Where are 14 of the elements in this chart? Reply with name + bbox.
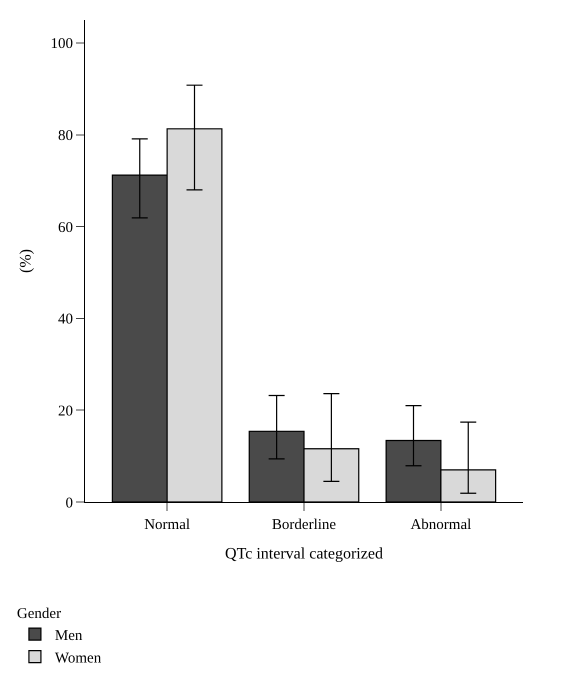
x-tick-label: Borderline [272, 517, 336, 533]
x-tick-label: Normal [144, 517, 190, 533]
y-axis-title: (%) [17, 249, 34, 273]
legend-label: Men [54, 628, 83, 644]
y-tick-label: 100 [50, 36, 73, 52]
x-tick-label: Abnormal [410, 517, 472, 533]
y-tick-label: 40 [58, 312, 73, 328]
y-tick-label: 20 [58, 403, 73, 420]
legend-label: Women [54, 650, 102, 666]
y-tick-label: 0 [66, 495, 73, 512]
y-tick-label: 60 [58, 220, 73, 236]
legend-title: Gender [16, 606, 62, 622]
x-axis-title: QTc interval categorized [225, 546, 383, 563]
y-tick-label: 80 [58, 128, 73, 144]
